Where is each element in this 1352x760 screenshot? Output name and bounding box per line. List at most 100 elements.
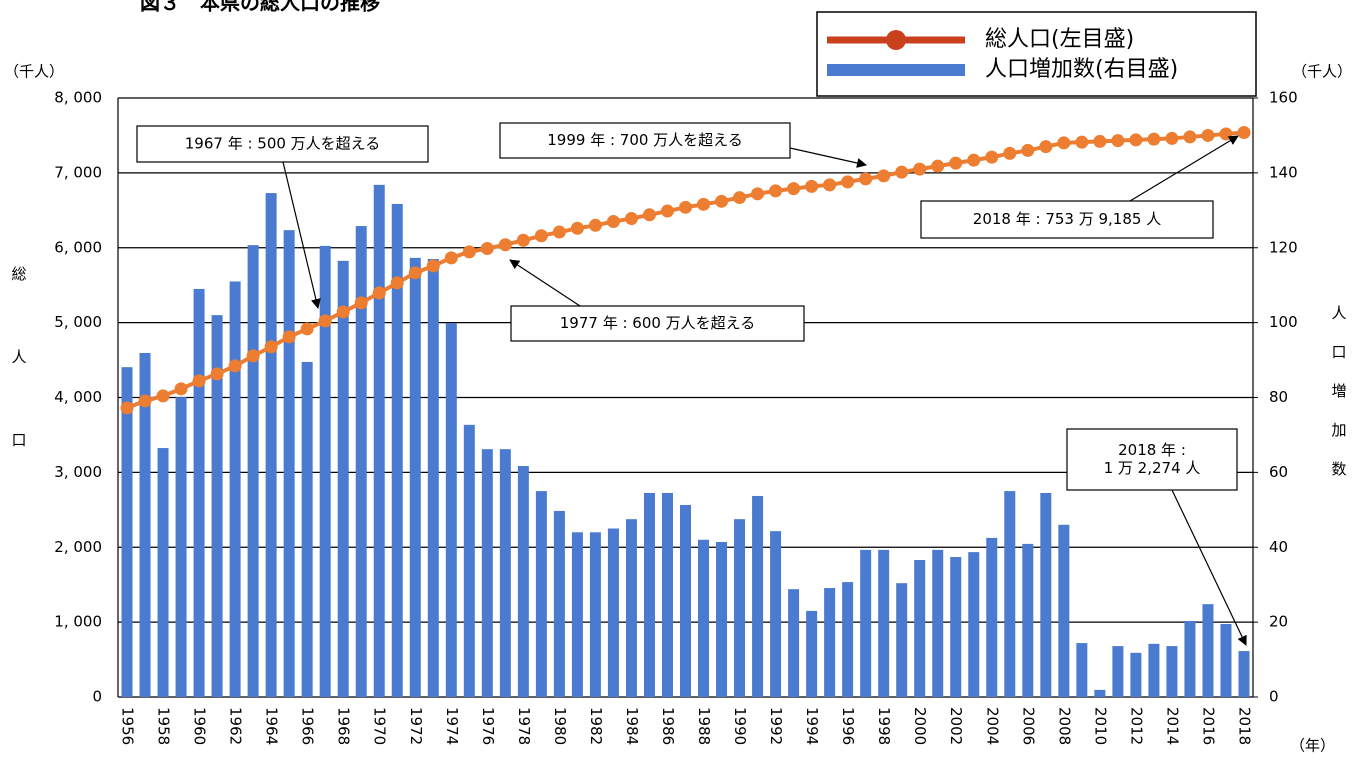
bar xyxy=(625,519,637,697)
bar xyxy=(1094,689,1106,697)
annotation-text: 1967 年 : 500 万人を超える xyxy=(185,135,380,153)
bar xyxy=(661,492,673,697)
bar xyxy=(950,556,962,697)
bar xyxy=(589,532,601,697)
line-marker xyxy=(769,184,783,198)
line-marker xyxy=(1075,135,1089,149)
bar xyxy=(1076,643,1088,697)
x-tick-label: 2000 xyxy=(911,707,929,745)
x-tick-label: 1992 xyxy=(767,707,785,745)
y2-tick-label: 20 xyxy=(1269,613,1288,631)
bar xyxy=(139,352,151,697)
x-tick-label: 1962 xyxy=(227,707,245,745)
plot-area: 0 1, 000 2, 000 3, 000 4, 000 5, 000 6, 000 7, … xyxy=(54,89,1297,746)
bar xyxy=(734,519,746,697)
line-marker xyxy=(859,172,873,186)
y-tick-label: 4, 000 xyxy=(54,388,102,406)
x-tick-label: 1964 xyxy=(263,707,281,745)
x-tick-label: 2006 xyxy=(1019,707,1037,745)
y-tick-label: 5, 000 xyxy=(54,313,102,331)
y2-tick-label: 60 xyxy=(1269,463,1288,481)
bar xyxy=(986,537,998,697)
bar xyxy=(788,589,800,697)
y-tick-label: 6, 000 xyxy=(54,238,102,256)
bar xyxy=(643,492,655,697)
annotation-arrow xyxy=(509,259,581,307)
line-marker xyxy=(751,187,765,201)
line-marker xyxy=(931,159,945,173)
bar xyxy=(211,315,223,697)
bar xyxy=(571,532,583,697)
line-marker xyxy=(462,245,476,259)
line-marker xyxy=(588,218,602,232)
line-marker xyxy=(1003,146,1017,160)
y-tick-label: 0 xyxy=(92,688,102,706)
annotation-arrow xyxy=(282,161,321,309)
bar xyxy=(1202,604,1214,697)
x-unit: （年） xyxy=(1290,737,1335,755)
bar xyxy=(607,528,619,697)
y2-tick-label: 80 xyxy=(1269,388,1288,406)
line-marker xyxy=(1093,134,1107,148)
line-marker xyxy=(516,233,530,247)
y2-unit: （千人） xyxy=(1292,63,1352,81)
bar xyxy=(283,230,295,698)
y2-tick-label: 160 xyxy=(1269,89,1298,107)
bar xyxy=(409,257,421,697)
x-tick-label: 1966 xyxy=(299,707,317,745)
line-marker xyxy=(444,251,458,265)
bar xyxy=(968,552,980,697)
x-tick-label: 2018 xyxy=(1235,707,1253,745)
bar xyxy=(1238,651,1250,697)
x-tick-label: 1960 xyxy=(191,707,209,745)
legend-swatch xyxy=(827,64,965,76)
bar xyxy=(860,549,872,697)
bar xyxy=(1184,621,1196,697)
line-marker xyxy=(408,266,422,280)
line-marker xyxy=(138,394,152,408)
bar xyxy=(680,504,691,697)
line-marker xyxy=(228,359,242,373)
line-marker xyxy=(156,389,170,403)
line-marker xyxy=(498,238,512,252)
line-marker xyxy=(967,153,981,167)
bar xyxy=(553,510,565,697)
line-marker xyxy=(1111,134,1125,148)
bar xyxy=(373,184,385,698)
x-tick-label: 1958 xyxy=(155,707,173,745)
x-tick-label: 2008 xyxy=(1055,707,1073,745)
annotation-text: 2018 年 : 753 万 9,185 人 xyxy=(973,210,1161,228)
y-tick-label: 2, 000 xyxy=(54,538,102,556)
bar xyxy=(499,449,511,697)
legend-label: 総人口(左目盛) xyxy=(985,27,1134,52)
bar xyxy=(175,397,187,697)
line-marker xyxy=(1201,128,1215,142)
x-tick-label: 1972 xyxy=(407,707,425,745)
line-marker xyxy=(1219,127,1233,141)
line-marker xyxy=(246,349,260,363)
annotation-arrow xyxy=(1129,135,1239,202)
line-marker xyxy=(426,259,440,273)
line-marker xyxy=(1021,143,1035,157)
line-marker xyxy=(372,286,386,300)
annotation-text: 2018 年 : xyxy=(1118,441,1186,459)
annotation-text: 1999 年 : 700 万人を超える xyxy=(547,131,742,149)
x-tick-label: 1968 xyxy=(335,707,353,745)
x-tick-label: 2016 xyxy=(1199,707,1217,745)
line-marker xyxy=(534,229,548,243)
line-marker xyxy=(570,221,584,235)
bar xyxy=(1040,492,1052,697)
bar xyxy=(1148,643,1160,697)
line-marker xyxy=(264,340,278,354)
x-tick-label: 1998 xyxy=(875,707,893,745)
bar xyxy=(806,610,818,697)
bar xyxy=(445,322,457,697)
line-marker xyxy=(174,382,188,396)
x-tick-label: 2014 xyxy=(1163,707,1181,745)
line-marker xyxy=(354,296,368,310)
y2-tick-label: 100 xyxy=(1269,313,1298,331)
x-tick-label: 1976 xyxy=(479,707,497,745)
line-marker xyxy=(913,162,927,176)
line-marker xyxy=(949,156,963,170)
